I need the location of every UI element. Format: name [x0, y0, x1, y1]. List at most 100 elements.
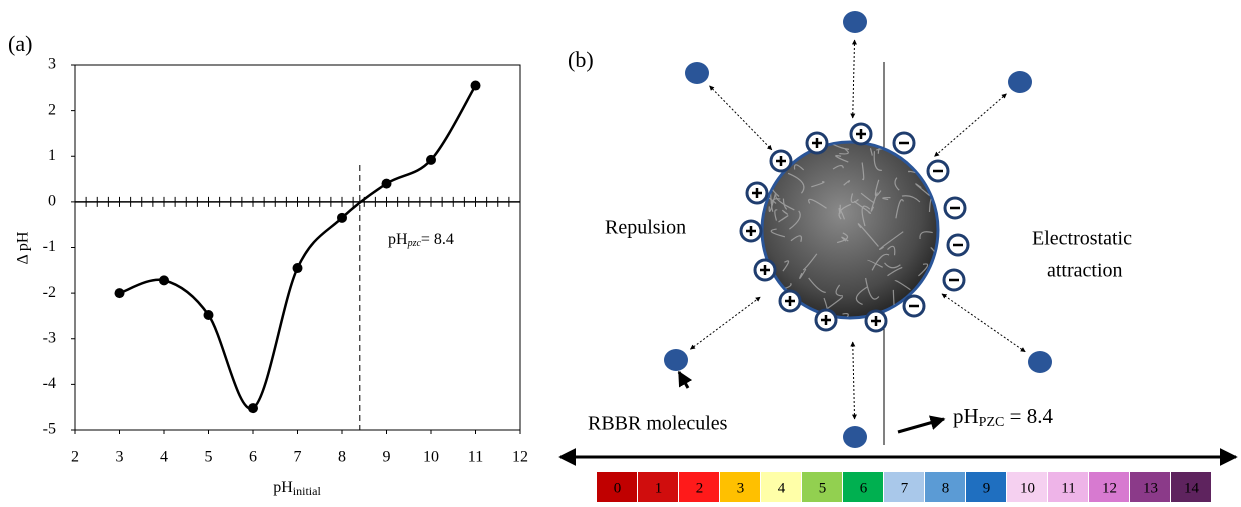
x-tick-label: 8: [338, 449, 346, 466]
texture-strand: [808, 277, 826, 294]
interaction-arrow: [850, 341, 857, 420]
texture-strand: [793, 164, 805, 171]
y-tick-label: -3: [43, 329, 56, 346]
texture-strand: [865, 277, 880, 300]
texture-strand: [866, 259, 883, 268]
texture-strand: [919, 231, 933, 239]
ph-label: 1: [655, 480, 663, 496]
texture-strand: [790, 235, 803, 242]
annotation: pHpzc= 8.4: [388, 231, 454, 250]
ph-label: 13: [1143, 480, 1158, 496]
data-point: [470, 80, 481, 91]
ph-label: 2: [696, 480, 704, 496]
texture-strand: [765, 297, 776, 310]
annotation-rest: = 8.4: [421, 231, 454, 248]
ph-box: [1171, 472, 1211, 502]
pointer-arrow: [897, 415, 946, 434]
ph-label: 7: [901, 480, 909, 496]
texture-strand: [770, 198, 781, 212]
dye-molecule: [1008, 71, 1032, 93]
interaction-arrow: [709, 85, 773, 151]
texture-strand: [861, 205, 871, 227]
y-tick-label: -1: [43, 238, 56, 255]
x-tick-label: 9: [383, 449, 391, 466]
texture-strand: [879, 231, 904, 250]
pzc-label-main: pH: [953, 404, 979, 428]
ph-box: [597, 472, 637, 502]
texture-strand: [768, 192, 777, 212]
y-tick-label: 3: [48, 56, 56, 73]
texture-strand: [884, 262, 901, 269]
diagram: Repulsion Electrostatic attraction RBBR …: [558, 62, 1238, 466]
texture-strand: [787, 172, 805, 194]
y-tick-label: -5: [43, 421, 56, 438]
ph-label: 3: [737, 480, 745, 496]
ph-box: [638, 472, 678, 502]
texture-strand: [799, 268, 807, 279]
texture-strand: [782, 260, 790, 272]
texture-strand: [873, 151, 882, 171]
texture-strand: [782, 198, 788, 210]
texture-strand: [826, 296, 844, 310]
annotation-sub: pzc: [407, 238, 422, 249]
y-tick-label: -4: [43, 375, 56, 392]
x-tick-label: 4: [160, 449, 168, 466]
y-tick-label: 1: [48, 147, 56, 164]
texture-strand: [870, 192, 878, 212]
texture-strand: [750, 314, 761, 334]
dye-molecule: [664, 349, 688, 371]
texture-strand: [775, 194, 795, 211]
ph-label: 0: [614, 480, 622, 496]
interaction-arrow: [850, 39, 857, 119]
data-point: [114, 288, 125, 299]
x-tick-label: 10: [423, 449, 439, 466]
ph-box: [802, 472, 842, 502]
texture-strand: [894, 280, 911, 291]
texture-strand: [778, 215, 789, 223]
dye-molecule: [843, 426, 867, 448]
pzc-label-rest: = 8.4: [1004, 404, 1053, 428]
x-tick-label: 11: [468, 449, 483, 466]
ph-box: [884, 472, 924, 502]
x-tick-label: 6: [249, 449, 257, 466]
texture-strand: [895, 199, 905, 219]
texture-strand: [860, 192, 875, 204]
texture-strand: [894, 177, 900, 191]
x-axis-label-sub: initial: [293, 484, 322, 498]
texture-strand: [832, 164, 844, 170]
dye-molecule: [1028, 351, 1052, 373]
annotation-main: pH: [388, 231, 408, 248]
y-tick-label: -2: [43, 284, 56, 301]
ph-box: [1130, 472, 1170, 502]
ph-box: [1007, 472, 1047, 502]
texture-strand: [855, 286, 868, 306]
ph-box: [1089, 472, 1129, 502]
panel-label: (a): [8, 31, 32, 56]
pzc-label-sub: PZC: [979, 415, 1005, 430]
x-axis-label: pHinitial: [273, 479, 321, 498]
data-line: [119, 84, 477, 410]
interaction-arrow: [941, 293, 1026, 353]
texture-strand: [901, 195, 921, 203]
interaction-arrow: [934, 93, 1007, 157]
panel-label: (b): [568, 47, 594, 72]
texture-strand: [783, 143, 792, 146]
dye-molecule: [685, 62, 709, 84]
texture-strand: [763, 153, 764, 178]
texture-strand: [770, 228, 786, 238]
x-tick-label: 3: [116, 449, 124, 466]
texture-strand: [842, 313, 849, 317]
texture-strand: [811, 181, 825, 188]
texture-strand: [925, 277, 937, 285]
attraction-label: attraction: [1047, 260, 1123, 282]
texture-strand: [918, 263, 929, 277]
texture-strand: [839, 148, 849, 155]
pointer-arrow: [677, 370, 693, 389]
molecule-label: RBBR molecules: [588, 413, 728, 435]
ph-label: 8: [942, 480, 950, 496]
texture-strand: [930, 291, 937, 302]
data-point: [381, 178, 392, 189]
data-point: [203, 310, 214, 321]
texture-strand: [836, 232, 849, 244]
